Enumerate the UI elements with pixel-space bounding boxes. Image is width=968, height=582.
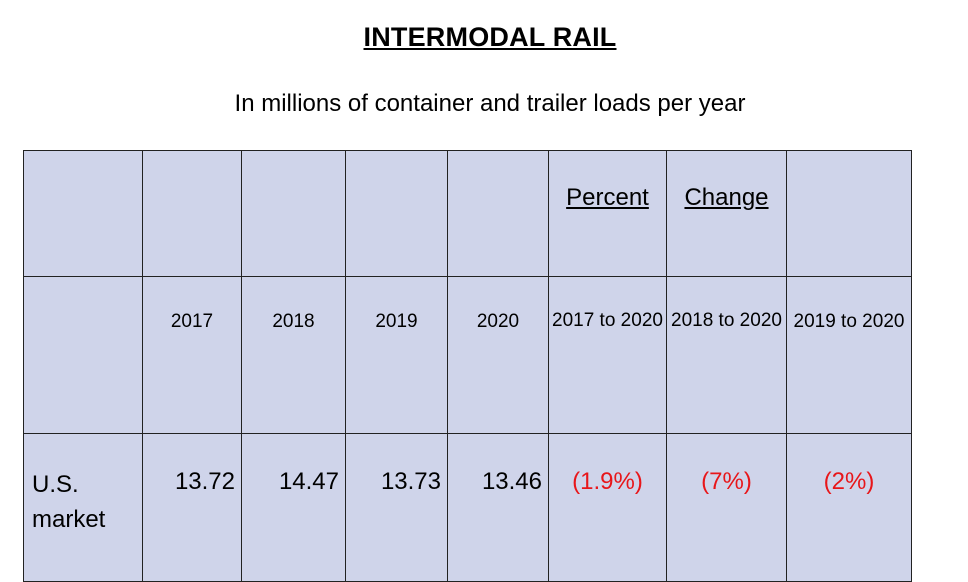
header-row: Percent Change — [23, 150, 912, 277]
year-cell-2019-to-2020: 2019 to 2020 — [786, 276, 912, 434]
page-subtitle: In millions of container and trailer loa… — [234, 90, 746, 117]
value-2020: 13.46 — [447, 433, 549, 582]
header-cell-empty-last — [786, 150, 912, 277]
year-cell-2020: 2020 — [447, 276, 549, 434]
pct-change-2017-to-2020: (1.9%) — [548, 433, 667, 582]
header-cell-empty-2017 — [142, 150, 242, 277]
year-cell-2017: 2017 — [142, 276, 242, 434]
year-cell-2017-to-2020: 2017 to 2020 — [548, 276, 667, 434]
header-change-text: Change — [684, 184, 769, 211]
header-cell-empty-2019 — [345, 150, 448, 277]
year-cell-2018-to-2020: 2018 to 2020 — [666, 276, 787, 434]
header-cell-empty-label — [23, 150, 143, 277]
header-cell-empty-2018 — [241, 150, 346, 277]
row-label-us-market: U.S. market — [23, 433, 143, 582]
page-title: INTERMODAL RAIL — [363, 22, 617, 52]
pct-change-2019-to-2020: (2%) — [786, 433, 912, 582]
header-cell-change: Change — [666, 150, 787, 277]
value-2018: 14.47 — [241, 433, 346, 582]
value-2017: 13.72 — [142, 433, 242, 582]
header-cell-empty-2020 — [447, 150, 549, 277]
table-row: U.S. market 13.72 14.47 13.73 13.46 (1.9… — [23, 433, 912, 582]
header-percent-text: Percent — [566, 184, 649, 211]
pct-change-2018-to-2020: (7%) — [666, 433, 787, 582]
year-cell-2019: 2019 — [345, 276, 448, 434]
intermodal-table: Percent Change 2017 2018 2019 2020 2017 … — [23, 150, 912, 582]
value-2019: 13.73 — [345, 433, 448, 582]
year-cell-empty — [23, 276, 143, 434]
year-cell-2018: 2018 — [241, 276, 346, 434]
header-cell-percent: Percent — [548, 150, 667, 277]
year-row: 2017 2018 2019 2020 2017 to 2020 2018 to… — [23, 276, 912, 434]
